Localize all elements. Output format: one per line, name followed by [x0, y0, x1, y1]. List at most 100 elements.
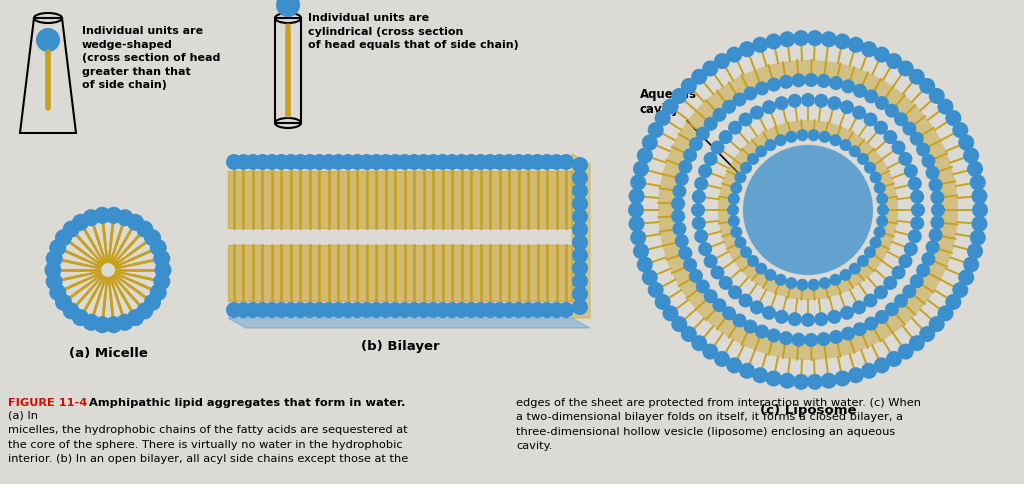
Circle shape [369, 302, 384, 318]
Circle shape [829, 134, 842, 146]
Circle shape [972, 188, 987, 204]
Circle shape [972, 202, 988, 218]
Circle shape [730, 226, 742, 238]
Circle shape [273, 302, 290, 318]
Circle shape [738, 293, 753, 307]
Circle shape [734, 237, 746, 249]
Circle shape [302, 302, 317, 318]
Circle shape [154, 273, 170, 290]
Circle shape [920, 326, 935, 342]
Circle shape [276, 0, 300, 17]
Circle shape [711, 140, 724, 154]
Circle shape [696, 279, 710, 293]
Circle shape [909, 274, 924, 288]
Circle shape [691, 69, 708, 85]
Circle shape [738, 112, 753, 126]
Circle shape [539, 302, 555, 318]
Circle shape [378, 154, 394, 170]
Circle shape [756, 145, 767, 157]
Circle shape [83, 209, 99, 226]
Circle shape [869, 237, 882, 249]
Circle shape [529, 302, 546, 318]
Circle shape [473, 302, 488, 318]
Circle shape [814, 94, 828, 108]
Circle shape [302, 154, 317, 170]
Circle shape [463, 302, 479, 318]
Circle shape [779, 373, 796, 389]
Circle shape [817, 332, 830, 346]
Circle shape [72, 214, 89, 231]
Circle shape [558, 302, 574, 318]
Circle shape [840, 269, 852, 281]
Circle shape [762, 306, 776, 320]
Bar [228, 245, 572, 301]
Circle shape [869, 171, 882, 183]
Circle shape [898, 254, 912, 268]
Circle shape [694, 177, 709, 191]
Circle shape [864, 90, 879, 104]
Bar [275, 18, 301, 123]
Circle shape [886, 53, 902, 69]
Circle shape [444, 302, 460, 318]
Circle shape [841, 79, 855, 93]
Circle shape [572, 157, 588, 173]
Circle shape [964, 148, 979, 164]
Circle shape [675, 234, 689, 248]
Circle shape [793, 374, 809, 390]
Circle shape [671, 197, 685, 211]
Circle shape [873, 357, 890, 373]
Circle shape [775, 96, 788, 110]
Circle shape [572, 196, 588, 212]
Circle shape [892, 266, 905, 279]
Circle shape [898, 60, 913, 76]
Circle shape [853, 84, 867, 98]
Circle shape [311, 154, 328, 170]
Circle shape [127, 309, 144, 326]
Circle shape [873, 286, 888, 299]
Circle shape [884, 130, 897, 144]
Circle shape [702, 344, 718, 360]
Circle shape [874, 310, 889, 324]
Circle shape [779, 31, 796, 47]
Circle shape [713, 108, 726, 122]
Circle shape [902, 121, 916, 136]
Circle shape [94, 316, 111, 333]
Circle shape [681, 326, 697, 342]
Circle shape [958, 135, 974, 151]
Circle shape [908, 177, 922, 191]
Circle shape [703, 117, 718, 131]
Circle shape [572, 222, 588, 238]
Circle shape [689, 137, 702, 151]
Circle shape [511, 302, 526, 318]
Circle shape [787, 94, 802, 108]
Circle shape [849, 263, 861, 274]
Circle shape [849, 145, 861, 157]
Circle shape [444, 154, 460, 170]
Circle shape [654, 294, 671, 310]
Circle shape [819, 277, 830, 289]
Circle shape [416, 302, 432, 318]
Circle shape [739, 363, 755, 379]
Circle shape [864, 317, 879, 331]
Circle shape [857, 255, 869, 267]
Circle shape [774, 274, 786, 286]
Circle shape [572, 299, 588, 315]
Circle shape [572, 183, 588, 199]
Circle shape [829, 76, 843, 90]
Circle shape [740, 246, 752, 258]
Circle shape [572, 234, 588, 250]
Circle shape [105, 207, 122, 224]
Circle shape [150, 239, 167, 256]
Circle shape [797, 129, 808, 141]
Circle shape [637, 148, 653, 164]
Text: (c) Liposome: (c) Liposome [760, 404, 856, 417]
Circle shape [539, 154, 555, 170]
Circle shape [898, 152, 912, 166]
Circle shape [572, 273, 588, 289]
Circle shape [726, 357, 742, 373]
Circle shape [926, 166, 940, 180]
Circle shape [894, 112, 908, 126]
Circle shape [680, 82, 936, 338]
Circle shape [321, 154, 337, 170]
Circle shape [718, 120, 898, 300]
